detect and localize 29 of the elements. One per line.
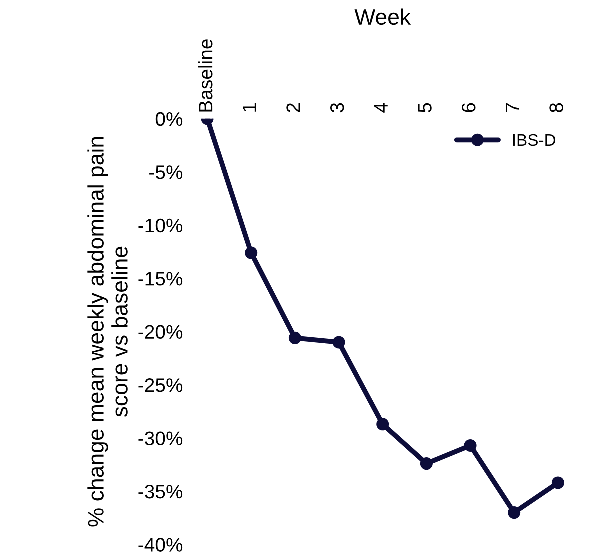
y-tick-label: -25% (138, 378, 183, 392)
y-tick-label: -5% (150, 166, 183, 180)
y-tick-label: -15% (138, 272, 183, 286)
x-tick-label: 8 (550, 103, 564, 112)
y-tick-label: -35% (138, 484, 183, 499)
point (420, 458, 433, 470)
x-tick-label: 6 (462, 103, 476, 112)
point (508, 506, 521, 520)
point (332, 336, 346, 349)
y-tick-label: -30% (138, 432, 183, 446)
x-tick-label: 4 (374, 103, 388, 113)
point (376, 418, 390, 431)
y-axis-title: % change mean weekly abdominal pain score vs baseline (88, 137, 128, 527)
y-tick-label: -20% (138, 325, 183, 340)
y-tick-label: -10% (138, 218, 183, 233)
x-tick-label: 3 (330, 103, 344, 113)
point (552, 476, 564, 490)
x-axis-title: Week (354, 8, 412, 26)
x-tick-label: 2 (286, 104, 300, 112)
y-tick-label: -40% (138, 538, 183, 552)
legend-label: IBS-D (513, 134, 556, 146)
x-tick-label: 1 (243, 103, 256, 112)
point (245, 246, 258, 260)
y-tick-label: 0% (156, 112, 183, 126)
x-tick-label: 7 (506, 104, 520, 112)
x-tick-label: 5 (418, 103, 432, 113)
point (464, 439, 477, 452)
x-tick-label: Baseline (198, 40, 213, 112)
point (288, 332, 302, 344)
